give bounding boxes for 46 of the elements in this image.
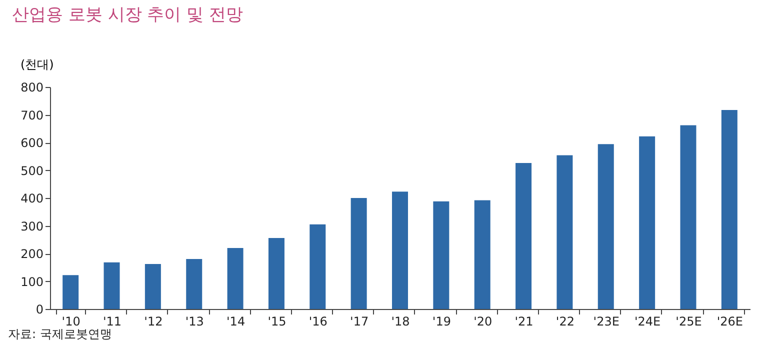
y-tick-label: 800 <box>20 80 44 94</box>
x-tick-label: '20 <box>474 314 492 328</box>
bar <box>433 201 450 309</box>
x-tick-label: '11 <box>102 314 122 328</box>
x-tick-label: '13 <box>185 314 204 328</box>
y-tick-label: 100 <box>20 274 44 289</box>
y-tick-label: 0 <box>36 302 44 316</box>
bar <box>62 275 79 309</box>
x-tick-label: '26E <box>716 314 743 328</box>
x-tick-label: '14 <box>226 314 246 328</box>
x-tick-label: '18 <box>391 314 410 328</box>
y-tick-label: 200 <box>20 247 44 261</box>
y-tick-label: 500 <box>20 164 44 178</box>
bar <box>392 192 408 309</box>
y-tick-label: 400 <box>20 192 44 206</box>
bar <box>310 224 326 309</box>
bar <box>721 110 738 309</box>
x-tick-label: '10 <box>62 314 80 328</box>
x-tick-label: '24E <box>634 314 661 328</box>
bar <box>350 198 367 309</box>
bar <box>639 136 656 309</box>
x-tick-label: '15 <box>268 314 286 328</box>
bar <box>556 155 573 309</box>
text: 자료: 국제로봇연맹 <box>8 326 112 343</box>
x-tick-label: '21 <box>514 314 534 328</box>
y-tick-label: 700 <box>20 108 44 122</box>
y-tick-label: 300 <box>20 219 44 234</box>
bar <box>516 163 532 309</box>
x-tick-label: '17 <box>350 314 369 328</box>
bar <box>144 264 161 309</box>
x-tick-label: '23E <box>593 314 620 328</box>
chart-title: 산업용 로봇 시장 추이 및 전망 <box>12 5 244 25</box>
bar <box>227 248 244 309</box>
y-axis-title: (천대) <box>20 58 54 72</box>
x-tick-label: '19 <box>432 314 451 328</box>
bar <box>680 125 696 309</box>
bar <box>104 262 120 309</box>
x-tick-label: '22 <box>556 314 574 328</box>
y-tick-label: 600 <box>20 136 44 150</box>
bar <box>474 200 490 309</box>
x-tick-label: '16 <box>308 314 328 328</box>
x-tick-label: '25E <box>676 314 702 328</box>
bar <box>598 144 614 309</box>
bar <box>186 259 202 309</box>
x-tick-label: '12 <box>144 314 163 328</box>
bar <box>268 238 284 309</box>
